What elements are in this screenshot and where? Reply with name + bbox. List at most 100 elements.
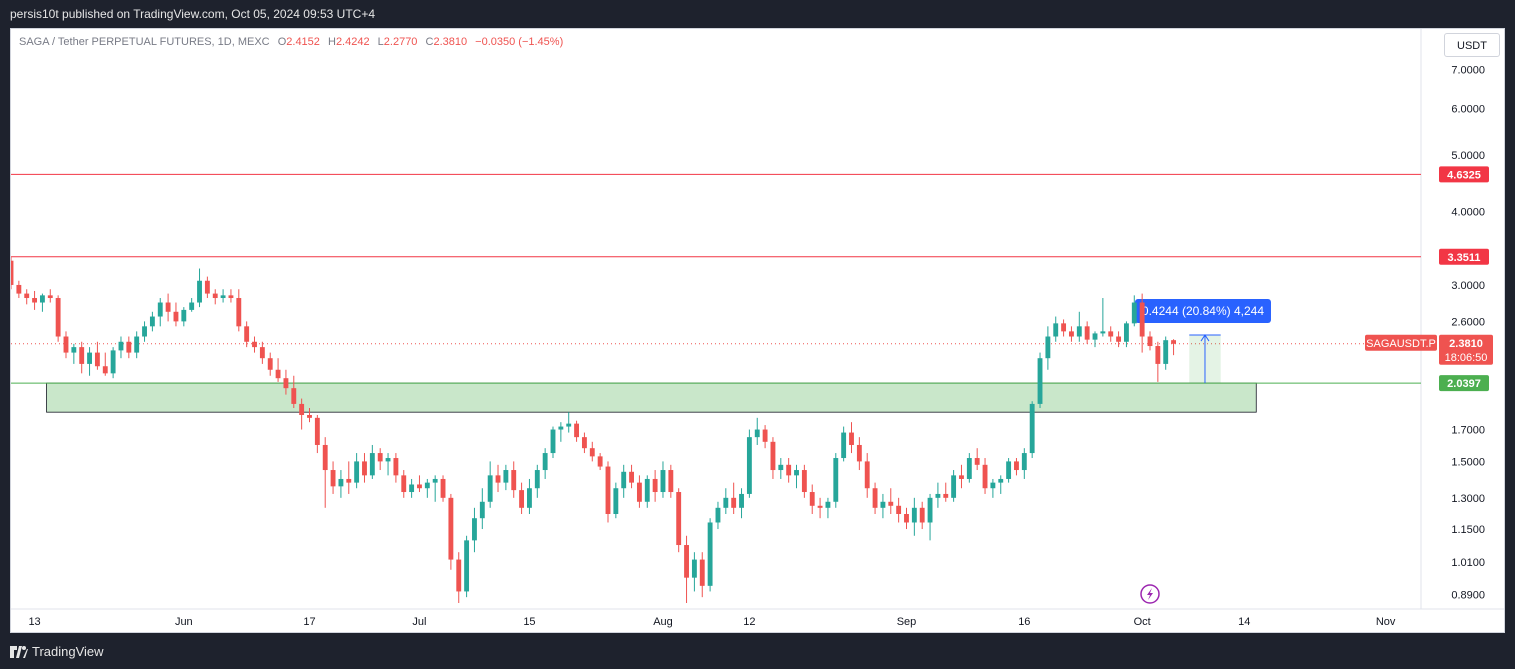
x-tick-label: 15 — [523, 616, 535, 628]
x-tick-label: Oct — [1134, 616, 1151, 628]
candle-body — [181, 309, 187, 322]
candle-body — [157, 302, 163, 317]
candle-body — [149, 316, 155, 327]
open-value: 2.4152 — [286, 36, 320, 48]
y-tick-label: 5.0000 — [1451, 150, 1485, 162]
y-tick-label: 7.0000 — [1451, 64, 1485, 76]
candle-body — [204, 280, 210, 294]
candle-body — [527, 488, 532, 508]
candle-body — [503, 470, 509, 483]
candle-body — [165, 302, 171, 312]
candle-body — [401, 475, 407, 493]
candle-body — [974, 458, 980, 465]
candle-body — [11, 260, 14, 285]
candle-body — [1116, 336, 1122, 342]
x-tick-label: Jun — [175, 616, 193, 628]
candle-body — [951, 475, 957, 498]
candle-body — [888, 501, 894, 506]
candle-body — [613, 488, 619, 514]
candle-body — [1014, 461, 1019, 471]
candle-body — [597, 456, 603, 467]
candle-body — [79, 347, 85, 364]
candle-body — [393, 458, 399, 476]
x-tick-label: 13 — [28, 616, 40, 628]
candle-body — [589, 448, 595, 457]
candle-body — [39, 295, 45, 303]
candle-body — [1045, 336, 1051, 359]
close-label: C — [425, 36, 434, 48]
x-tick-label: Nov — [1376, 616, 1396, 628]
candle-body — [299, 403, 305, 415]
candle-body — [1123, 323, 1129, 342]
high-value: 2.4242 — [335, 36, 370, 48]
candle-body — [684, 545, 689, 578]
candle-body — [801, 470, 807, 493]
candle-body — [32, 298, 38, 303]
symbol-title[interactable]: SAGA / Tether PERPETUAL FUTURES, 1D, MEX… — [19, 36, 270, 48]
candle-body — [550, 429, 556, 454]
candle-body — [731, 497, 737, 508]
candlestick-chart[interactable]: 0.4244 (20.84%) 4,244 7.0000 6.0000 5.0000 4… — [11, 29, 1505, 633]
candle-body — [746, 437, 752, 494]
candle-body — [47, 295, 53, 299]
candle-body — [1006, 461, 1012, 479]
candle-body — [259, 347, 265, 359]
candle-body — [715, 507, 721, 523]
candle-body — [1155, 346, 1161, 364]
candle-body — [581, 437, 587, 449]
candle-body — [668, 470, 674, 493]
candle-body — [511, 470, 517, 491]
candle-body — [197, 280, 202, 303]
support-zone — [46, 382, 1257, 413]
candle-body — [307, 414, 312, 418]
symbol-label: SAGAUSDT.P — [1366, 338, 1436, 350]
tradingview-logo[interactable]: TradingView — [10, 636, 104, 667]
candle-body — [959, 475, 964, 479]
candle-body — [660, 470, 666, 493]
candle-body — [1139, 302, 1145, 337]
candle-body — [220, 295, 226, 299]
candle-body — [896, 505, 902, 514]
x-tick-label: 14 — [1238, 616, 1250, 628]
candle-body — [424, 482, 430, 489]
candle-body — [856, 444, 862, 462]
candle-body — [385, 458, 391, 462]
candle-body — [1084, 326, 1090, 340]
candle-body — [1053, 323, 1059, 337]
candle-body — [87, 352, 92, 364]
candle-body — [1108, 331, 1114, 337]
candle-body — [267, 358, 273, 370]
candle-body — [739, 493, 744, 508]
y-tick-label: 1.1500 — [1451, 524, 1485, 536]
candle-body — [432, 478, 438, 483]
candle-body — [456, 559, 462, 592]
candle-body — [605, 466, 611, 514]
candle-body — [275, 369, 281, 379]
candle-body — [1037, 358, 1043, 404]
candle-body — [1147, 336, 1153, 347]
measure-label-box — [1134, 299, 1271, 324]
high-label: H — [327, 36, 336, 48]
candle-body — [809, 492, 815, 506]
candle-body — [676, 492, 682, 546]
candle-body — [1069, 331, 1074, 337]
candle-body — [118, 341, 124, 351]
candle-body — [629, 471, 634, 483]
candle-body — [621, 471, 627, 489]
candle-body — [1171, 340, 1176, 344]
candle-body — [291, 388, 297, 404]
y-tick-label: 1.7000 — [1451, 425, 1485, 437]
y-tick-label: 0.8900 — [1451, 589, 1485, 601]
candle-body — [55, 298, 61, 337]
y-tick-label: 2.6000 — [1451, 316, 1485, 328]
candle-body — [472, 518, 477, 541]
chart-area[interactable]: 0.4244 (20.84%) 4,244 7.0000 6.0000 5.0000 4… — [10, 28, 1505, 633]
candle-body — [1092, 333, 1098, 340]
candle-body — [574, 423, 580, 438]
candle-body — [636, 482, 642, 502]
candle-body — [212, 293, 218, 299]
candle-body — [519, 490, 525, 508]
candle-body — [440, 478, 446, 498]
currency-button[interactable]: USDT — [1444, 33, 1500, 57]
y-tick-label: 1.3000 — [1451, 493, 1485, 505]
